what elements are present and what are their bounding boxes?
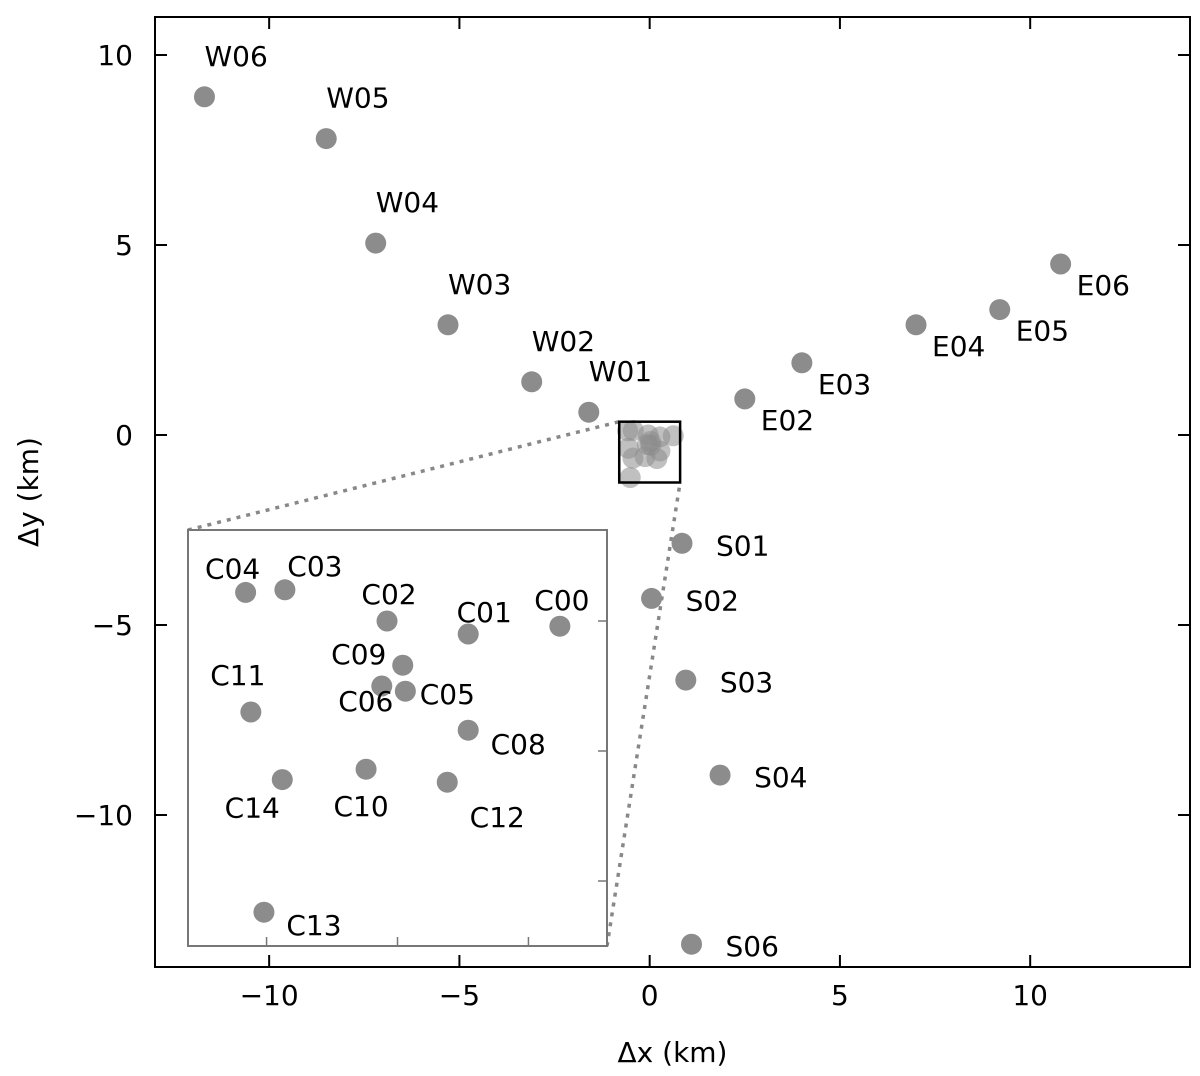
inset-label-c14: C14: [225, 792, 280, 825]
inset-label-c02: C02: [361, 578, 416, 611]
inset-label-c04: C04: [205, 552, 260, 585]
station-point-s01: [671, 532, 693, 554]
station-point-e04: [905, 314, 927, 336]
cluster-point-c12: [646, 448, 668, 470]
y-tick-label: −5: [92, 609, 133, 642]
station-label-s01: S01: [716, 529, 769, 562]
x-tick-label: −10: [240, 979, 299, 1012]
inset-point-c09: [392, 654, 414, 676]
zoom-region-box: [617, 420, 682, 484]
station-label-e06: E06: [1077, 269, 1130, 302]
station-label-e05: E05: [1016, 315, 1069, 348]
inset-connector-lines: [187, 420, 682, 947]
x-tick-label: 10: [1012, 979, 1048, 1012]
axes-frame: [154, 16, 1191, 968]
inset-point-c05: [394, 680, 416, 702]
station-point-e06: [1050, 253, 1072, 275]
station-point-s06: [681, 933, 703, 955]
station-label-s03: S03: [720, 666, 773, 699]
inset-label-c01: C01: [457, 596, 512, 629]
station-label-e02: E02: [761, 404, 814, 437]
station-label-w05: W05: [326, 82, 389, 115]
inset-point-c03: [274, 579, 296, 601]
y-axis-label: Δy (km): [12, 437, 45, 547]
inset-point-c01: [457, 623, 479, 645]
connector-line-upper: [187, 420, 620, 532]
station-point-w05: [315, 128, 337, 150]
x-tick-label: 5: [831, 979, 849, 1012]
y-tick-label: 10: [97, 39, 133, 72]
inset-point-c08: [457, 719, 479, 741]
station-point-s04: [709, 764, 731, 786]
inset-point-c00: [549, 615, 571, 637]
cluster-point-c04: [617, 420, 639, 442]
inset-label-c05: C05: [420, 678, 475, 711]
station-point-s02: [641, 587, 663, 609]
inset-label-c11: C11: [210, 659, 265, 692]
station-label-w03: W03: [448, 268, 511, 301]
inset-label-c08: C08: [491, 728, 546, 761]
station-label-w02: W02: [532, 325, 595, 358]
y-tick-label: 0: [115, 419, 133, 452]
station-point-w01: [578, 401, 600, 423]
inset-point-c12: [436, 771, 458, 793]
inset-label-c13: C13: [286, 909, 341, 942]
station-point-s03: [675, 669, 697, 691]
inset-frame: [187, 529, 608, 947]
station-point-w03: [437, 314, 459, 336]
station-label-e04: E04: [932, 330, 985, 363]
axis-ticks: −10 −5 0 5 10 10 5 0 −5 −10: [74, 17, 1190, 1012]
y-tick-label: −10: [74, 799, 133, 832]
inset-point-c06: [371, 675, 393, 697]
inset-label-c06: C06: [338, 685, 393, 718]
connector-line-lower: [605, 482, 682, 947]
station-label-w06: W06: [204, 40, 267, 73]
station-label-s02: S02: [686, 584, 739, 617]
station-point-w02: [521, 371, 543, 393]
station-label-s04: S04: [754, 761, 807, 794]
inset-point-c14: [271, 769, 293, 791]
inset-panel: C00 C01 C02 C03 C04 C05 C06 C08 C09 C10 C11 C12 C13 C…: [187, 529, 608, 947]
inset-label-c03: C03: [287, 550, 342, 583]
cluster-point-c13: [619, 467, 641, 489]
station-point-e03: [791, 352, 813, 374]
station-label-w04: W04: [376, 186, 439, 219]
station-label-s06: S06: [726, 930, 779, 963]
inset-point-c13: [253, 901, 275, 923]
inset-label-c00: C00: [534, 584, 589, 617]
inset-points: C00 C01 C02 C03 C04 C05 C06 C08 C09 C10 C11 C12 C13 C…: [205, 550, 589, 942]
x-axis-label: Δx (km): [618, 1036, 728, 1069]
x-tick-label: −5: [439, 979, 480, 1012]
cluster-point-c14: [622, 447, 644, 469]
inset-point-c02: [376, 610, 398, 632]
x-tick-label: 0: [641, 979, 659, 1012]
station-label-w01: W01: [589, 355, 652, 388]
inset-point-c11: [240, 701, 262, 723]
station-point-w06: [193, 86, 215, 108]
inset-label-c10: C10: [333, 790, 388, 823]
station-point-e05: [989, 299, 1011, 321]
inset-point-c10: [355, 758, 377, 780]
inset-label-c12: C12: [470, 801, 525, 834]
y-tick-label: 5: [115, 229, 133, 262]
station-point-w04: [365, 232, 387, 254]
station-point-e02: [734, 388, 756, 410]
inset-ticks: [265, 620, 607, 946]
inset-point-c04: [235, 581, 257, 603]
station-label-e03: E03: [818, 368, 871, 401]
inset-label-c09: C09: [331, 638, 386, 671]
